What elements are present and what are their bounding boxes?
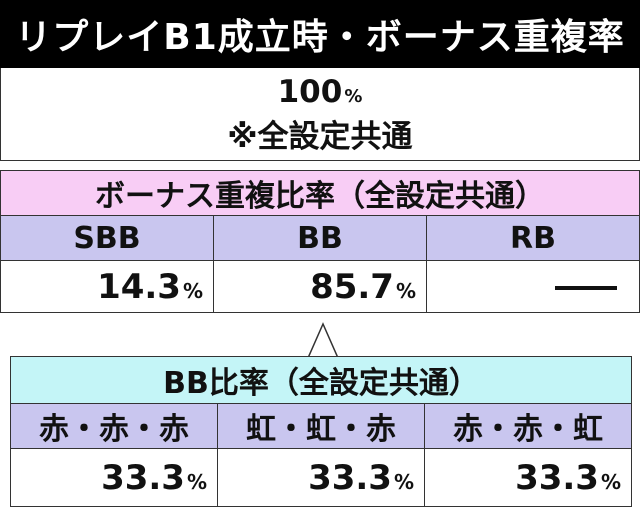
col-header-rainbow-rainbow-red: 虹・虹・赤 xyxy=(217,403,425,449)
value-rainbow-rainbow-red-unit: % xyxy=(393,469,414,494)
callout-pointer-icon xyxy=(308,322,338,358)
value-bb-number: 85.7 xyxy=(310,266,394,307)
bb-ratio-caption: BB比率（全設定共通） xyxy=(10,356,632,404)
col-header-red-red-rainbow: 赤・赤・虹 xyxy=(424,403,632,449)
overlap-rate-box: 100% ※全設定共通 xyxy=(0,68,640,161)
value-red-red-rainbow-unit: % xyxy=(600,469,621,494)
col-header-rb: RB xyxy=(426,215,640,261)
value-rainbow-rainbow-red: 33.3% xyxy=(217,448,425,507)
value-rb-dash xyxy=(555,286,617,290)
value-red-red-red-unit: % xyxy=(186,469,207,494)
value-red-red-red: 33.3% xyxy=(10,448,218,507)
value-bb-unit: % xyxy=(395,278,416,303)
value-sbb-number: 14.3 xyxy=(97,266,181,307)
overlap-rate-note: ※全設定共通 xyxy=(227,118,413,155)
value-rb xyxy=(426,260,640,313)
value-red-red-red-number: 33.3 xyxy=(101,457,185,498)
value-bb: 85.7% xyxy=(213,260,427,313)
value-sbb-unit: % xyxy=(182,278,203,303)
value-rainbow-rainbow-red-number: 33.3 xyxy=(308,457,392,498)
overlap-rate: 100% xyxy=(278,72,363,117)
page-title: リプレイB1成立時・ボーナス重複率 xyxy=(0,0,640,68)
overlap-rate-unit: % xyxy=(344,85,363,107)
value-sbb: 14.3% xyxy=(0,260,214,313)
value-red-red-rainbow-number: 33.3 xyxy=(515,457,599,498)
bb-ratio-table: BB比率（全設定共通） 赤・赤・赤 虹・虹・赤 赤・赤・虹 33.3% 33.3… xyxy=(10,356,632,507)
col-header-sbb: SBB xyxy=(0,215,214,261)
bonus-ratio-table: ボーナス重複比率（全設定共通） SBB BB RB 14.3% 85.7% xyxy=(0,170,640,313)
col-header-bb: BB xyxy=(213,215,427,261)
value-red-red-rainbow: 33.3% xyxy=(424,448,632,507)
overlap-rate-value: 100 xyxy=(277,73,343,110)
bonus-ratio-caption: ボーナス重複比率（全設定共通） xyxy=(0,170,640,216)
col-header-red-red-red: 赤・赤・赤 xyxy=(10,403,218,449)
